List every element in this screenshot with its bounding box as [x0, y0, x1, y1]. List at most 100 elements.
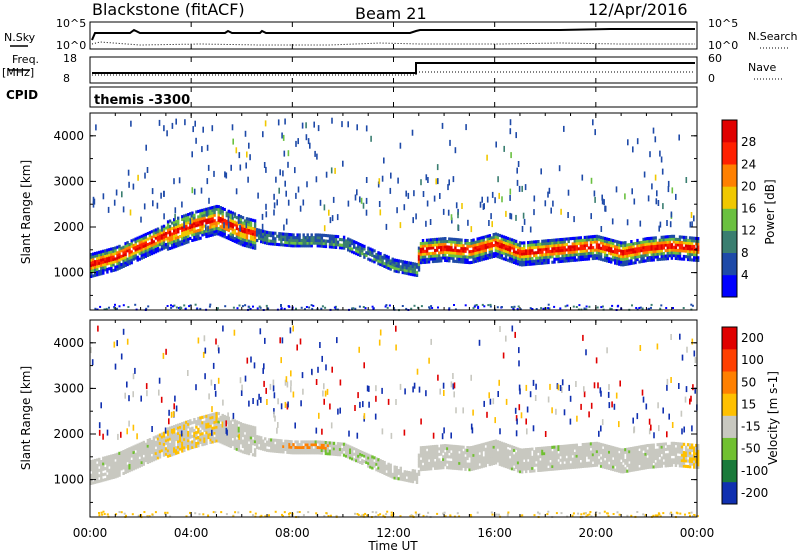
range-gate-cell — [476, 452, 479, 456]
range-gate-cell — [662, 445, 665, 449]
range-gate-cell — [162, 243, 166, 247]
range-gate-cell — [563, 447, 566, 451]
range-gate-cell — [219, 208, 222, 212]
range-gate-cell — [152, 232, 156, 236]
range-gate-cell — [597, 235, 601, 239]
range-gate-cell — [379, 461, 382, 465]
range-gate-cell — [276, 234, 279, 238]
range-gate-cell — [626, 246, 629, 250]
range-gate-cell — [355, 459, 358, 463]
range-gate-cell — [379, 260, 382, 264]
scatter-echo — [639, 220, 642, 227]
range-gate-cell — [162, 450, 166, 454]
scatter-echo — [636, 138, 639, 145]
range-gate-cell — [614, 460, 617, 464]
scatter-echo — [659, 221, 662, 228]
range-gate-cell — [116, 264, 119, 268]
range-gate-cell — [154, 231, 158, 235]
range-gate-cell — [237, 421, 241, 425]
range-gate-cell — [494, 458, 498, 462]
range-gate-cell — [357, 242, 360, 246]
range-gate-cell — [98, 474, 101, 478]
range-gate-cell — [241, 450, 245, 454]
range-gate-cell — [652, 446, 655, 450]
range-gate-cell — [545, 449, 548, 453]
scatter-echo — [685, 177, 688, 183]
range-gate-cell — [102, 473, 105, 477]
range-gate-cell — [213, 426, 216, 430]
range-gate-cell — [638, 445, 641, 449]
range-gate-cell — [666, 464, 669, 468]
range-gate-cell — [324, 449, 328, 453]
range-gate-cell — [92, 459, 95, 463]
range-gate-cell — [502, 235, 506, 239]
range-gate-cell — [264, 445, 267, 449]
range-gate-cell — [468, 244, 471, 248]
scatter-echo — [360, 197, 363, 204]
range-gate-cell — [411, 477, 415, 481]
range-gate-cell — [237, 445, 241, 449]
range-gate-cell — [603, 247, 607, 251]
range-gate-cell — [427, 252, 431, 256]
range-gate-cell — [622, 252, 625, 256]
range-gate-cell — [199, 231, 202, 235]
range-gate-cell — [90, 253, 93, 257]
range-gate-cell — [591, 246, 595, 250]
range-gate-cell — [401, 260, 404, 264]
range-gate-cell — [296, 233, 299, 237]
range-gate-cell — [201, 443, 204, 447]
range-gate-cell — [126, 470, 129, 474]
range-gate-cell — [567, 452, 570, 456]
range-gate-cell — [377, 466, 380, 470]
scatter-echo — [230, 164, 232, 171]
range-gate-cell — [624, 260, 627, 264]
range-gate-cell — [539, 248, 542, 252]
range-gate-cell — [225, 214, 228, 218]
range-gate-cell — [397, 264, 400, 268]
range-gate-cell — [122, 458, 125, 462]
range-gate-cell — [146, 253, 150, 257]
range-gate-cell — [219, 219, 222, 223]
range-gate-cell — [462, 249, 465, 253]
range-gate-cell — [168, 432, 172, 436]
range-gate-cell — [608, 458, 611, 462]
range-gate-cell — [217, 216, 220, 220]
scatter-echo — [533, 209, 535, 216]
near-range-echo — [682, 307, 685, 309]
range-gate-cell — [156, 437, 160, 441]
near-range-echo — [473, 305, 476, 308]
colorbar-swatch — [722, 274, 737, 298]
range-gate-cell — [199, 225, 202, 229]
range-gate-cell — [351, 247, 354, 251]
range-gate-cell — [175, 231, 178, 235]
range-gate-cell — [249, 218, 253, 222]
range-gate-cell — [201, 437, 204, 441]
range-gate-cell — [330, 234, 334, 238]
range-gate-cell — [539, 253, 542, 257]
range-gate-cell — [565, 447, 568, 451]
range-gate-cell — [614, 258, 617, 262]
range-gate-cell — [460, 459, 463, 463]
range-gate-cell — [628, 450, 631, 454]
range-gate-cell — [245, 424, 249, 428]
range-gate-cell — [525, 450, 528, 454]
range-gate-cell — [187, 439, 190, 443]
scatter-echo — [660, 156, 663, 163]
range-gate-cell — [199, 212, 202, 216]
range-gate-cell — [670, 444, 674, 448]
scatter-echo — [385, 223, 388, 230]
range-gate-cell — [523, 464, 526, 468]
range-gate-cell — [581, 244, 585, 248]
range-gate-cell — [106, 477, 109, 481]
range-gate-cell — [203, 437, 206, 441]
range-gate-cell — [383, 463, 386, 467]
range-gate-cell — [577, 239, 580, 243]
range-gate-cell — [693, 255, 696, 259]
range-gate-cell — [124, 250, 127, 254]
range-gate-cell — [583, 445, 587, 449]
range-gate-cell — [640, 456, 643, 460]
range-gate-cell — [585, 442, 589, 446]
range-gate-cell — [684, 235, 688, 239]
range-gate-cell — [320, 233, 324, 237]
range-gate-cell — [448, 444, 451, 448]
